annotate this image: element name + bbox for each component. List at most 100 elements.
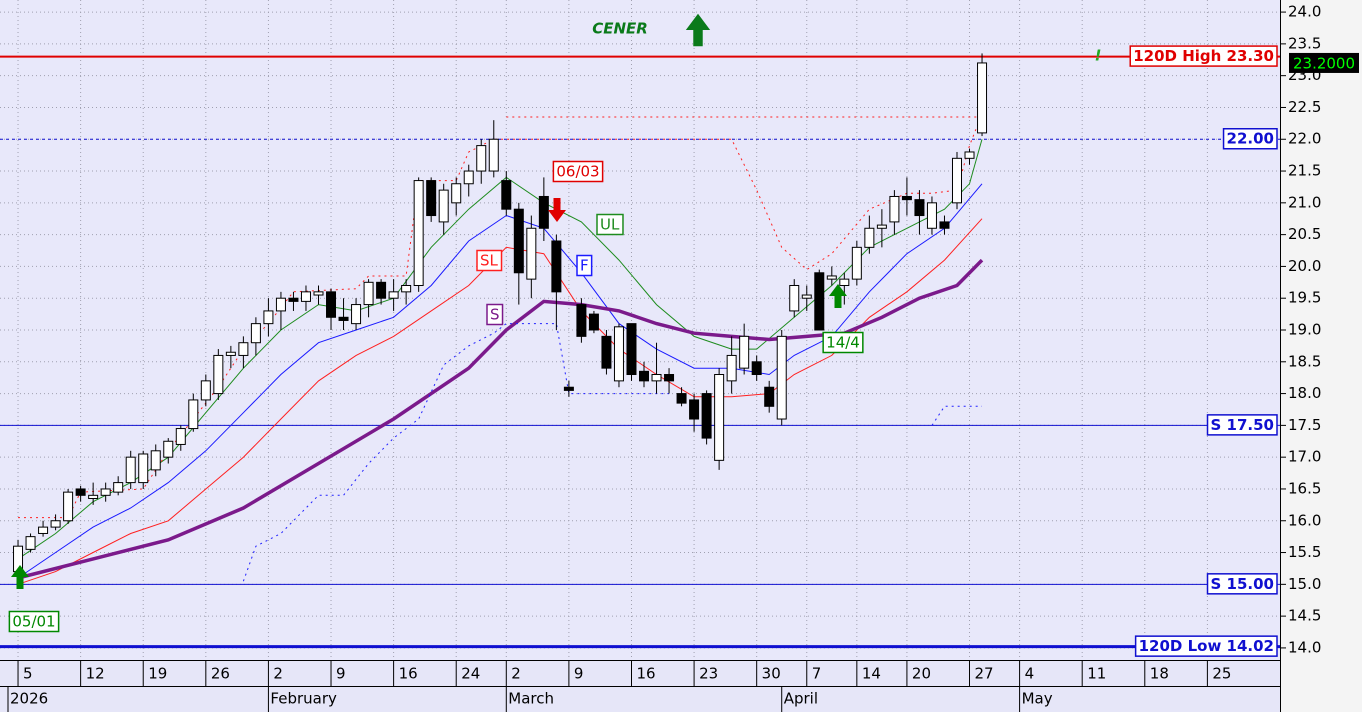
- candle-body: [200, 380, 211, 401]
- candle-body: [701, 393, 712, 439]
- x-tick-label: 14: [862, 665, 881, 683]
- candle-body: [864, 227, 875, 248]
- x-tick-label: 11: [1087, 665, 1106, 683]
- candle-body: [613, 326, 624, 382]
- y-tick-label: 17.5: [1288, 416, 1321, 434]
- candle-body: [776, 335, 787, 420]
- candle-body: [977, 62, 988, 134]
- candle-body: [413, 180, 424, 286]
- level-label: S 17.50: [1211, 416, 1274, 434]
- candle-body: [213, 354, 224, 395]
- alert-mark: !: [1095, 47, 1102, 65]
- level-label-box: S 17.50: [1206, 414, 1278, 436]
- last-price-tag: [1289, 52, 1359, 73]
- candle-body: [764, 386, 775, 407]
- x-tick-label: 16: [636, 665, 655, 683]
- series-label: SL: [480, 252, 499, 270]
- x-tick-label: 23: [699, 665, 718, 683]
- signal-arrow: [548, 198, 566, 222]
- price-axis-panel: [1280, 0, 1362, 712]
- x-tick-label: 9: [336, 665, 346, 683]
- level-label-frame: [1134, 635, 1278, 657]
- series-label-box: F: [576, 254, 593, 277]
- candle-body: [401, 284, 412, 293]
- y-tick-label: 22.0: [1288, 130, 1321, 148]
- series-label-box: UL: [596, 213, 624, 236]
- x-tick-label: 24: [461, 665, 480, 683]
- candle-body: [476, 145, 487, 172]
- candle-body: [626, 323, 637, 376]
- x-tick-label: 30: [762, 665, 781, 683]
- candle-body: [876, 224, 887, 229]
- candle-body: [801, 294, 812, 299]
- month-label: May: [1022, 690, 1053, 708]
- candle-body: [163, 440, 174, 458]
- candle-body: [789, 284, 800, 312]
- candle-body: [288, 297, 299, 302]
- candle-body: [426, 180, 437, 217]
- candle-body: [88, 494, 99, 499]
- y-tick-label: 14.5: [1288, 607, 1321, 625]
- candle-body: [100, 488, 111, 496]
- annotation-box: 14/4: [822, 331, 864, 354]
- candle-body: [664, 374, 675, 382]
- candle-body: [714, 374, 725, 461]
- x-tick-label: 4: [1025, 665, 1035, 683]
- candle-body: [451, 183, 462, 204]
- candle-body: [839, 278, 850, 286]
- x-tick-label: 18: [1150, 665, 1169, 683]
- candle-body: [351, 304, 362, 325]
- y-tick-label: 21.5: [1288, 162, 1321, 180]
- candle-body: [651, 374, 662, 382]
- y-tick-label: 23.5: [1288, 34, 1321, 52]
- candle-body: [926, 202, 937, 229]
- last-price-label: 23.2000: [1293, 54, 1355, 72]
- candle-body: [501, 180, 512, 210]
- candle-body: [63, 491, 74, 522]
- candle-body: [488, 138, 499, 172]
- candle-body: [75, 488, 86, 496]
- y-tick-label: 20.5: [1288, 225, 1321, 243]
- ma-line: [17, 139, 983, 560]
- x-tick-label: 19: [148, 665, 167, 683]
- level-label-frame: [1206, 573, 1278, 595]
- level-label-box: 22.00: [1222, 127, 1278, 150]
- annotation: 05/01: [12, 613, 55, 631]
- x-tick-label: 5: [23, 665, 33, 683]
- candle-body: [814, 272, 825, 331]
- y-tick-label: 15.0: [1288, 575, 1321, 593]
- candle-body: [676, 393, 687, 404]
- signal-arrow: [685, 13, 711, 47]
- series-label-frame: [576, 254, 593, 277]
- candle-body: [238, 342, 249, 356]
- annotation-frame: [8, 610, 60, 633]
- candle-body: [739, 335, 750, 369]
- y-tick-label: 14.0: [1288, 638, 1321, 656]
- candle-body: [113, 482, 124, 493]
- x-tick-label: 7: [812, 665, 822, 683]
- candle-body: [326, 291, 337, 318]
- series-label-frame: [596, 213, 624, 236]
- x-tick-label: 16: [399, 665, 418, 683]
- y-tick-label: 19.0: [1288, 321, 1321, 339]
- y-tick-label: 16.5: [1288, 479, 1321, 497]
- y-tick-label: 22.5: [1288, 98, 1321, 116]
- candle-body: [526, 227, 537, 280]
- candle-body: [951, 157, 962, 204]
- signal-arrow: [829, 284, 847, 308]
- candle-body: [175, 428, 186, 445]
- level-label-frame: [1129, 45, 1278, 67]
- candle-body: [275, 297, 286, 312]
- candle-body: [851, 246, 862, 280]
- level-label-box: 120D Low 14.02: [1134, 635, 1278, 657]
- candle-body: [50, 520, 61, 528]
- candle-body: [576, 304, 587, 337]
- x-tick-label: 12: [86, 665, 105, 683]
- candle-body: [901, 195, 912, 201]
- level-label: S 15.00: [1211, 575, 1274, 593]
- candle-body: [689, 399, 700, 420]
- level-label: 120D High 23.30: [1133, 47, 1274, 65]
- ma-line: [17, 218, 983, 585]
- ma-line: [17, 258, 984, 580]
